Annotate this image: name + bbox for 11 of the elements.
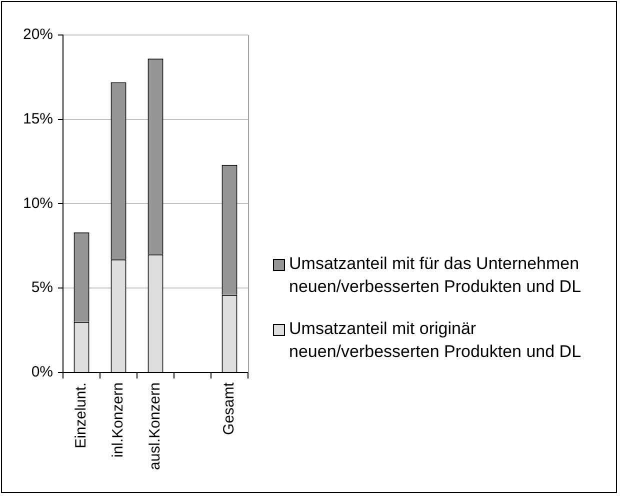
x-tick-label: ausl.Konzern xyxy=(146,382,164,470)
y-tick-label: 10% xyxy=(22,194,54,212)
y-tick-label: 0% xyxy=(31,364,54,381)
legend-label: Umsatzanteil mit originär neuen/verbesserten Produkten und DL xyxy=(289,318,582,363)
x-tick-label: inl.Konzern xyxy=(110,382,127,458)
x-tick-label: Einzelunt. xyxy=(72,382,90,448)
x-tick-label: Gesamt xyxy=(220,382,238,435)
y-tick-label: 15% xyxy=(22,110,54,128)
y-tick-label: 5% xyxy=(31,279,54,296)
y-tick-label: 20% xyxy=(22,26,54,44)
legend-label: Umsatzanteil mit für das Unternehmen neuen/verbesserten Produkten und DL xyxy=(289,253,582,298)
